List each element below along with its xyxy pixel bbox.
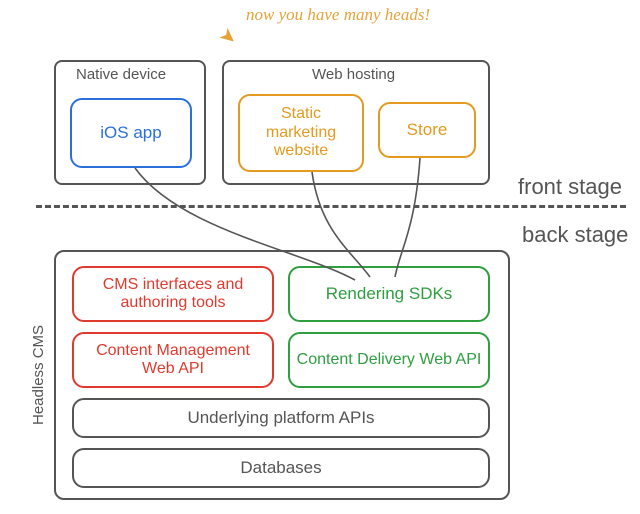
platform-apis-node: Underlying platform APIs xyxy=(72,398,490,438)
web-hosting-label: Web hosting xyxy=(312,66,395,83)
back-stage-label: back stage xyxy=(522,222,628,248)
cms-interfaces-label: CMS interfaces and authoring tools xyxy=(80,276,266,313)
content-management-api-node: Content Management Web API xyxy=(72,332,274,388)
rendering-sdks-node: Rendering SDKs xyxy=(288,266,490,322)
static-site-label: Static marketing website xyxy=(246,105,356,160)
platform-apis-label: Underlying platform APIs xyxy=(187,408,374,428)
content-delivery-api-label: Content Delivery Web API xyxy=(297,351,482,369)
rendering-sdks-label: Rendering SDKs xyxy=(326,284,453,304)
content-delivery-api-node: Content Delivery Web API xyxy=(288,332,490,388)
ios-app-label: iOS app xyxy=(100,123,161,143)
stage-divider xyxy=(36,205,626,208)
databases-label: Databases xyxy=(240,458,321,478)
store-node: Store xyxy=(378,102,476,158)
ios-app-node: iOS app xyxy=(70,98,192,168)
store-label: Store xyxy=(407,120,448,140)
front-stage-label: front stage xyxy=(518,174,622,200)
diagram-canvas: now you have many heads! ➤ Native device… xyxy=(0,0,640,514)
databases-node: Databases xyxy=(72,448,490,488)
cms-interfaces-node: CMS interfaces and authoring tools xyxy=(72,266,274,322)
content-management-api-label: Content Management Web API xyxy=(80,342,266,379)
headless-cms-label: Headless CMS xyxy=(30,325,47,425)
native-device-label: Native device xyxy=(76,66,166,83)
static-site-node: Static marketing website xyxy=(238,94,364,172)
annotation-arrow-icon: ➤ xyxy=(214,22,243,52)
heads-annotation: now you have many heads! xyxy=(246,5,430,25)
annotation-text: now you have many heads! xyxy=(246,5,430,24)
